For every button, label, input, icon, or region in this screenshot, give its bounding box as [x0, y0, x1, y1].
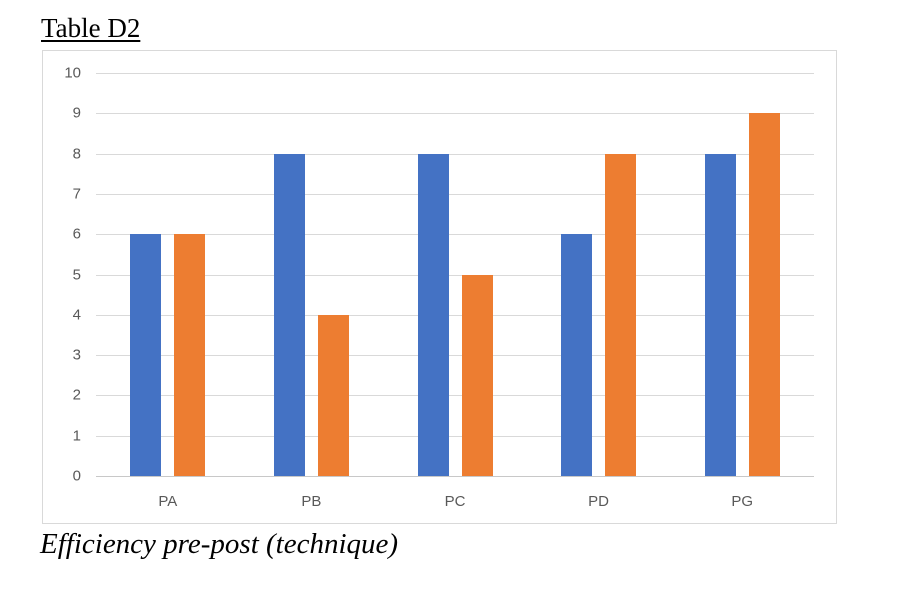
y-tick-label: 7	[72, 185, 81, 203]
gridline	[96, 314, 814, 316]
bar-series_1-PG	[704, 153, 736, 476]
gridline	[96, 274, 814, 276]
y-tick-label: 8	[72, 145, 81, 163]
y-tick-label: 4	[72, 306, 81, 324]
gridline	[96, 395, 814, 397]
gridline	[96, 153, 814, 155]
gridline	[96, 234, 814, 236]
bar-series_2-PA	[174, 234, 206, 476]
y-tick-label: 5	[72, 266, 81, 283]
y-tick-label: 1	[72, 427, 81, 445]
y-tick-label: 10	[64, 64, 81, 82]
gridline	[96, 193, 814, 195]
y-tick-label: 3	[72, 346, 81, 364]
y-tick-label: 6	[72, 225, 81, 243]
bar-series_2-PD	[605, 153, 637, 476]
bar-series_1-PA	[130, 234, 162, 476]
table-title: Table D2	[41, 13, 141, 43]
chart-caption: Efficiency pre-post (technique)	[40, 528, 399, 560]
chart-plot-area	[96, 73, 814, 477]
bar-series_2-PB	[317, 314, 349, 476]
bar-series_2-PC	[461, 274, 493, 476]
bar-series_1-PB	[273, 153, 305, 476]
x-tick-label-PC: PC	[444, 493, 466, 510]
gridline	[96, 113, 814, 115]
y-tick-label: 2	[72, 386, 81, 404]
x-tick-label-PB: PB	[301, 493, 322, 510]
gridline	[96, 73, 814, 74]
gridline	[96, 435, 814, 437]
x-tick-label-PD: PD	[588, 493, 610, 510]
y-tick-label: 9	[72, 104, 81, 122]
gridline	[96, 355, 814, 357]
x-axis-line	[96, 476, 814, 477]
bar-series_2-PG	[748, 113, 780, 476]
bar-chart-frame: 0 1 2 3 4 5 6 7 8 9 10 PA PB PC PD PG	[42, 50, 837, 524]
bar-series_1-PD	[561, 234, 593, 476]
y-tick-label: 0	[72, 467, 81, 485]
x-tick-label-PA: PA	[158, 493, 178, 510]
x-tick-label-PG: PG	[731, 493, 754, 510]
bar-series_1-PC	[417, 153, 449, 476]
